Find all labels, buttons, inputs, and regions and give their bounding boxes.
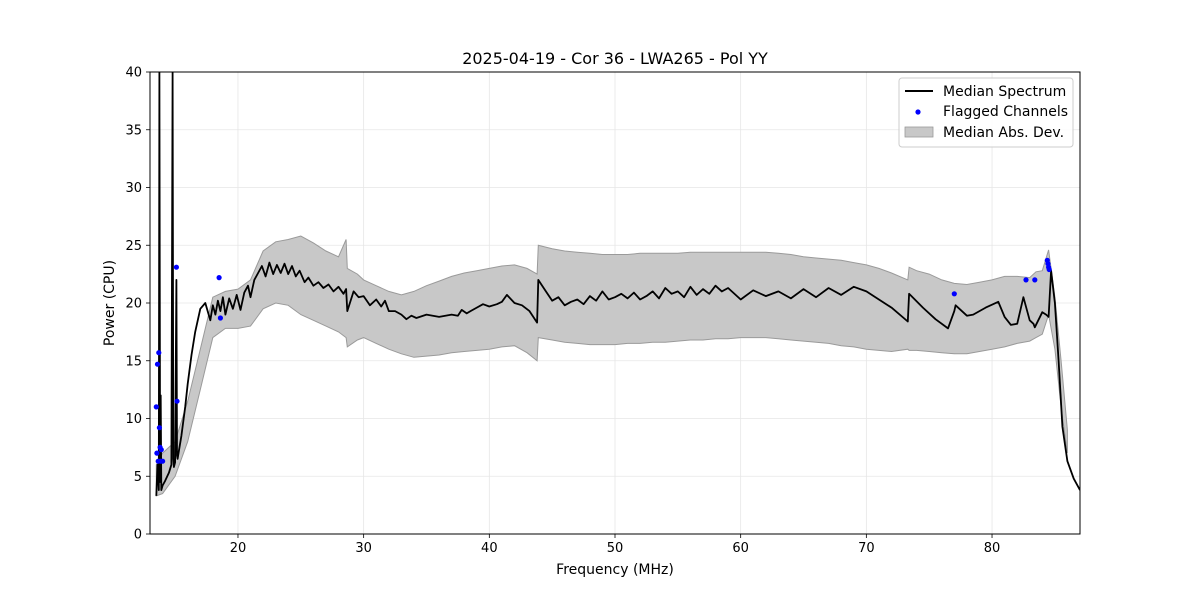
y-tick-label: 30 bbox=[125, 181, 142, 196]
flagged-channel-point bbox=[216, 275, 222, 281]
y-axis-title: Power (CPU) bbox=[102, 260, 118, 346]
x-tick-label: 70 bbox=[858, 541, 875, 556]
flagged-channel-point bbox=[173, 264, 179, 270]
flagged-channel-point bbox=[217, 315, 223, 321]
legend-median-label: Median Spectrum bbox=[943, 84, 1066, 100]
x-tick-label: 40 bbox=[481, 541, 498, 556]
x-tick-label: 30 bbox=[355, 541, 372, 556]
y-tick-label: 10 bbox=[125, 412, 142, 427]
flagged-channel-point bbox=[156, 350, 162, 356]
flagged-channel-point bbox=[156, 425, 162, 431]
legend-flagged-swatch bbox=[915, 109, 921, 115]
legend-box bbox=[898, 77, 1074, 148]
flagged-channel-point bbox=[174, 398, 180, 404]
flagged-points-layer bbox=[153, 257, 1052, 464]
legend: Median Spectrum Flagged Channels Median … bbox=[898, 77, 1074, 148]
legend-mad-label: Median Abs. Dev. bbox=[943, 125, 1064, 141]
y-tick-label: 20 bbox=[125, 297, 142, 312]
y-tick-label: 40 bbox=[125, 66, 142, 81]
flagged-channel-point bbox=[153, 404, 159, 410]
x-tick-label: 50 bbox=[607, 541, 624, 556]
flagged-channel-point bbox=[154, 361, 161, 367]
flagged-channel-point bbox=[951, 291, 957, 297]
y-tick-label: 15 bbox=[125, 354, 142, 369]
flagged-channel-point bbox=[158, 447, 164, 453]
y-tick-label: 0 bbox=[134, 528, 142, 543]
flagged-channel-point bbox=[1023, 277, 1029, 283]
flagged-channel-point bbox=[1046, 266, 1052, 273]
y-tick-label: 5 bbox=[134, 470, 142, 485]
y-tick-label: 25 bbox=[125, 239, 142, 254]
median-line-layer bbox=[155, 72, 1080, 496]
flagged-channel-point bbox=[160, 458, 166, 464]
x-axis-ticks: 20 30 40 50 60 70 80 bbox=[230, 534, 1001, 556]
chart-title: 2025-04-19 - Cor 36 - LWA265 - Pol YY bbox=[462, 49, 768, 68]
x-tick-label: 80 bbox=[984, 541, 1001, 556]
mad-band bbox=[155, 235, 1068, 497]
flagged-channel-point bbox=[154, 450, 160, 456]
x-tick-label: 60 bbox=[732, 541, 749, 556]
flagged-channel-point bbox=[1032, 277, 1038, 283]
mad-band-layer bbox=[155, 235, 1068, 497]
x-tick-label: 20 bbox=[230, 541, 247, 556]
x-axis-title: Frequency (MHz) bbox=[556, 562, 674, 578]
legend-flagged-label: Flagged Channels bbox=[943, 104, 1068, 120]
y-axis-ticks: 0 5 10 15 20 25 30 35 40 bbox=[125, 66, 150, 543]
y-tick-label: 35 bbox=[125, 123, 142, 138]
median-spectrum-line bbox=[155, 72, 1080, 496]
legend-mad-swatch bbox=[904, 126, 934, 138]
